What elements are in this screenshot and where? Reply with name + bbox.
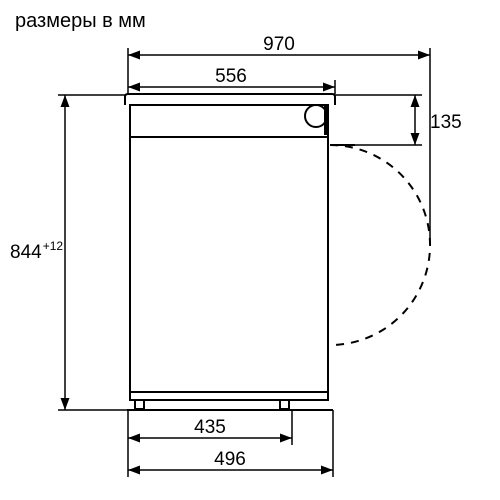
door-swing-arc	[330, 145, 430, 345]
label-556: 556	[215, 66, 247, 87]
extension-lines	[58, 48, 430, 477]
label-844: 844+12	[10, 239, 63, 263]
dimension-labels: 970 556 844+12 135 435 496	[10, 34, 462, 470]
label-435: 435	[194, 417, 226, 438]
label-496: 496	[214, 449, 246, 470]
label-135: 135	[430, 112, 462, 133]
diagram-title: размеры в мм	[15, 10, 146, 33]
dial-icon	[305, 105, 327, 127]
appliance-body	[125, 94, 335, 410]
dimension-lines	[65, 55, 430, 470]
label-970: 970	[263, 34, 295, 55]
dimension-diagram: 970 556 844+12 135 435 496	[0, 0, 500, 500]
